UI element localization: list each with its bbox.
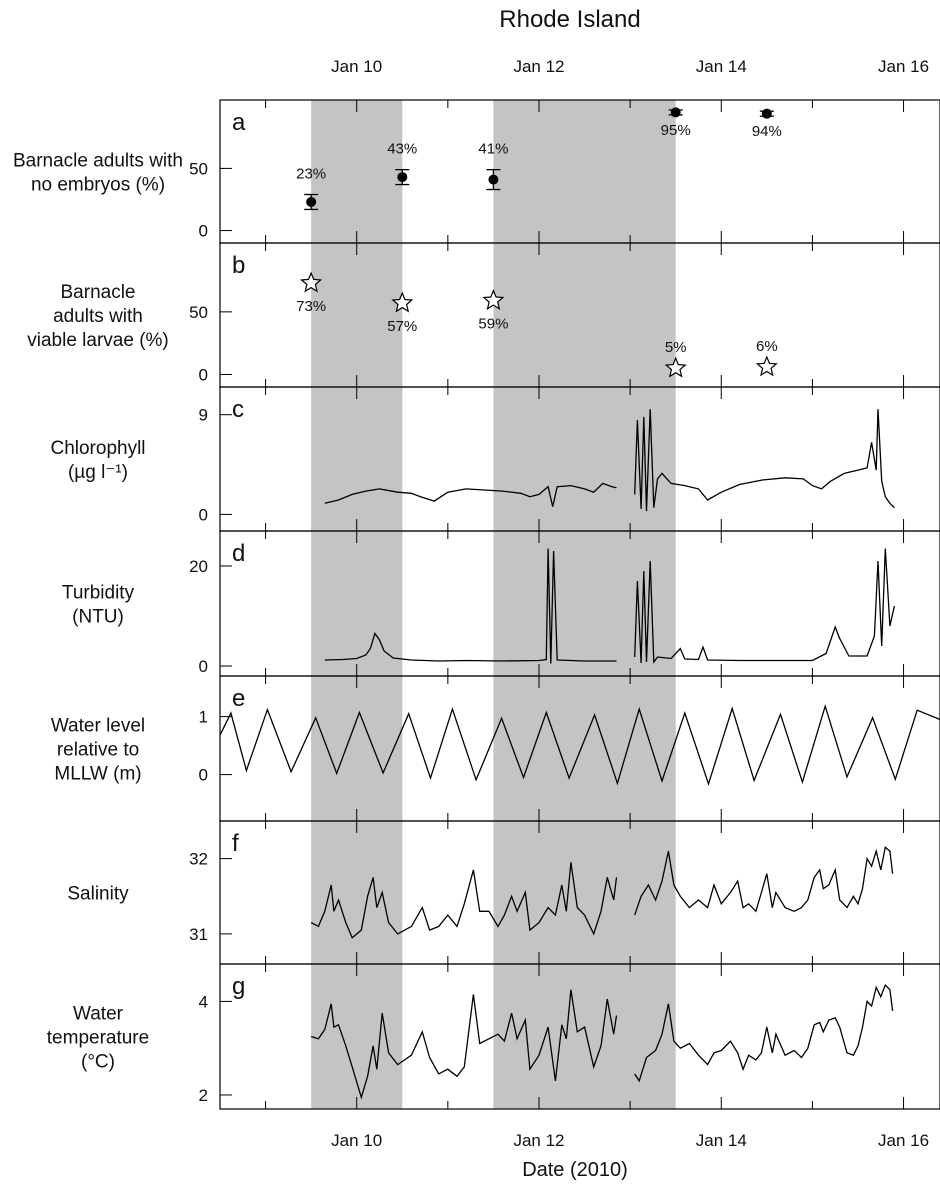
y-tick-label: 31 [189, 925, 208, 944]
y-axis-label: temperature [47, 1028, 149, 1049]
y-tick-label: 20 [189, 557, 208, 576]
series-line [324, 482, 617, 507]
y-axis-label: Water level [51, 716, 145, 737]
panel-c: c 0 9 Chlorophyll (µg l⁻¹) [50, 386, 940, 532]
data-point [488, 174, 499, 185]
bottom-x-tick-label: Jan 10 [331, 1131, 382, 1150]
bottom-x-axis: Jan 10 Jan 12 Jan 14 Jan 16 [331, 1131, 929, 1150]
top-x-tick-label: Jan 10 [331, 57, 382, 76]
y-axis-label: no embryos (%) [31, 175, 165, 196]
top-x-tick-label: Jan 12 [513, 57, 564, 76]
panel-letter: a [232, 109, 246, 136]
y-axis-label: (µg l⁻¹) [68, 462, 128, 483]
chart-title: Rhode Island [499, 6, 640, 33]
data-label: 73% [296, 298, 326, 315]
data-point [482, 289, 505, 310]
top-x-axis: Jan 10 Jan 12 Jan 14 Jan 16 [331, 57, 929, 76]
series-line [219, 703, 940, 787]
data-label: 95% [661, 122, 691, 139]
top-x-tick-label: Jan 16 [878, 57, 929, 76]
series-line [634, 846, 894, 916]
y-axis-label: (°C) [81, 1052, 115, 1073]
y-tick-label: 2 [199, 1086, 208, 1105]
series-line [634, 548, 896, 664]
panel-letter: c [232, 396, 244, 423]
data-label: 23% [296, 166, 326, 183]
panel-a: a 0 50 Barnacle adults with no embryos (%) 23… [13, 99, 940, 244]
data-label: 57% [387, 318, 417, 335]
panel-letter: g [232, 973, 245, 1000]
y-axis-label: MLLW (m) [54, 764, 141, 785]
data-label: 59% [478, 316, 508, 333]
series-line [310, 989, 618, 1100]
panel-letter: f [232, 830, 239, 857]
panel-letter: b [232, 252, 245, 279]
data-point [664, 356, 687, 378]
bottom-x-tick-label: Jan 16 [878, 1131, 929, 1150]
y-axis-label: (NTU) [72, 607, 124, 628]
y-axis-label: Turbidity [62, 583, 135, 604]
data-point [391, 291, 414, 313]
panel-frame [219, 963, 940, 1110]
panel-letter: e [232, 685, 245, 712]
y-tick-label: 4 [199, 992, 208, 1011]
y-tick-label: 50 [189, 159, 208, 178]
data-point [306, 196, 317, 207]
panel-letter: d [232, 540, 245, 567]
data-point [397, 172, 408, 183]
y-tick-label: 9 [199, 406, 208, 425]
y-axis-label: Barnacle [61, 282, 136, 303]
y-axis-label: Salinity [67, 884, 129, 905]
data-point [300, 271, 323, 293]
panel-b: b 0 50 Barnacle adults with viable larvae (%)… [27, 242, 940, 388]
y-tick-label: 0 [199, 657, 208, 676]
y-axis-label: Barnacle adults with [13, 151, 183, 172]
data-label: 43% [387, 141, 417, 158]
data-label: 41% [478, 141, 508, 158]
data-point [755, 355, 778, 377]
top-x-tick-label: Jan 14 [696, 57, 747, 76]
y-tick-label: 50 [189, 303, 208, 322]
y-tick-label: 32 [189, 850, 208, 869]
bottom-x-tick-label: Jan 14 [696, 1131, 747, 1150]
shaded-period [311, 100, 403, 1109]
y-tick-label: 0 [199, 222, 208, 241]
y-axis-label: viable larvae (%) [27, 330, 169, 351]
series-line [310, 862, 618, 939]
y-axis-label: adults with [53, 306, 143, 327]
data-label: 6% [756, 338, 778, 355]
y-axis-label: Chlorophyll [50, 438, 145, 459]
panel-g: g 2 4 Water temperature (°C) [47, 963, 940, 1110]
y-axis-label: relative to [57, 740, 139, 761]
bottom-x-tick-label: Jan 12 [513, 1131, 564, 1150]
panel-e: e 0 1 Water level relative to MLLW (m) [51, 675, 940, 822]
data-label: 94% [752, 123, 782, 140]
data-point [761, 108, 772, 119]
series-line [324, 548, 617, 664]
y-tick-label: 0 [199, 505, 208, 524]
y-tick-label: 0 [199, 365, 208, 384]
x-axis-label: Date (2010) [522, 1159, 628, 1181]
panel-d: d 0 20 Turbidity (NTU) [62, 530, 940, 677]
y-tick-label: 0 [199, 766, 208, 785]
data-point [670, 107, 681, 118]
y-axis-label: Water [73, 1004, 124, 1025]
data-label: 5% [665, 339, 687, 356]
series-line [634, 983, 894, 1083]
y-tick-label: 1 [199, 708, 208, 727]
series-line [634, 409, 895, 512]
